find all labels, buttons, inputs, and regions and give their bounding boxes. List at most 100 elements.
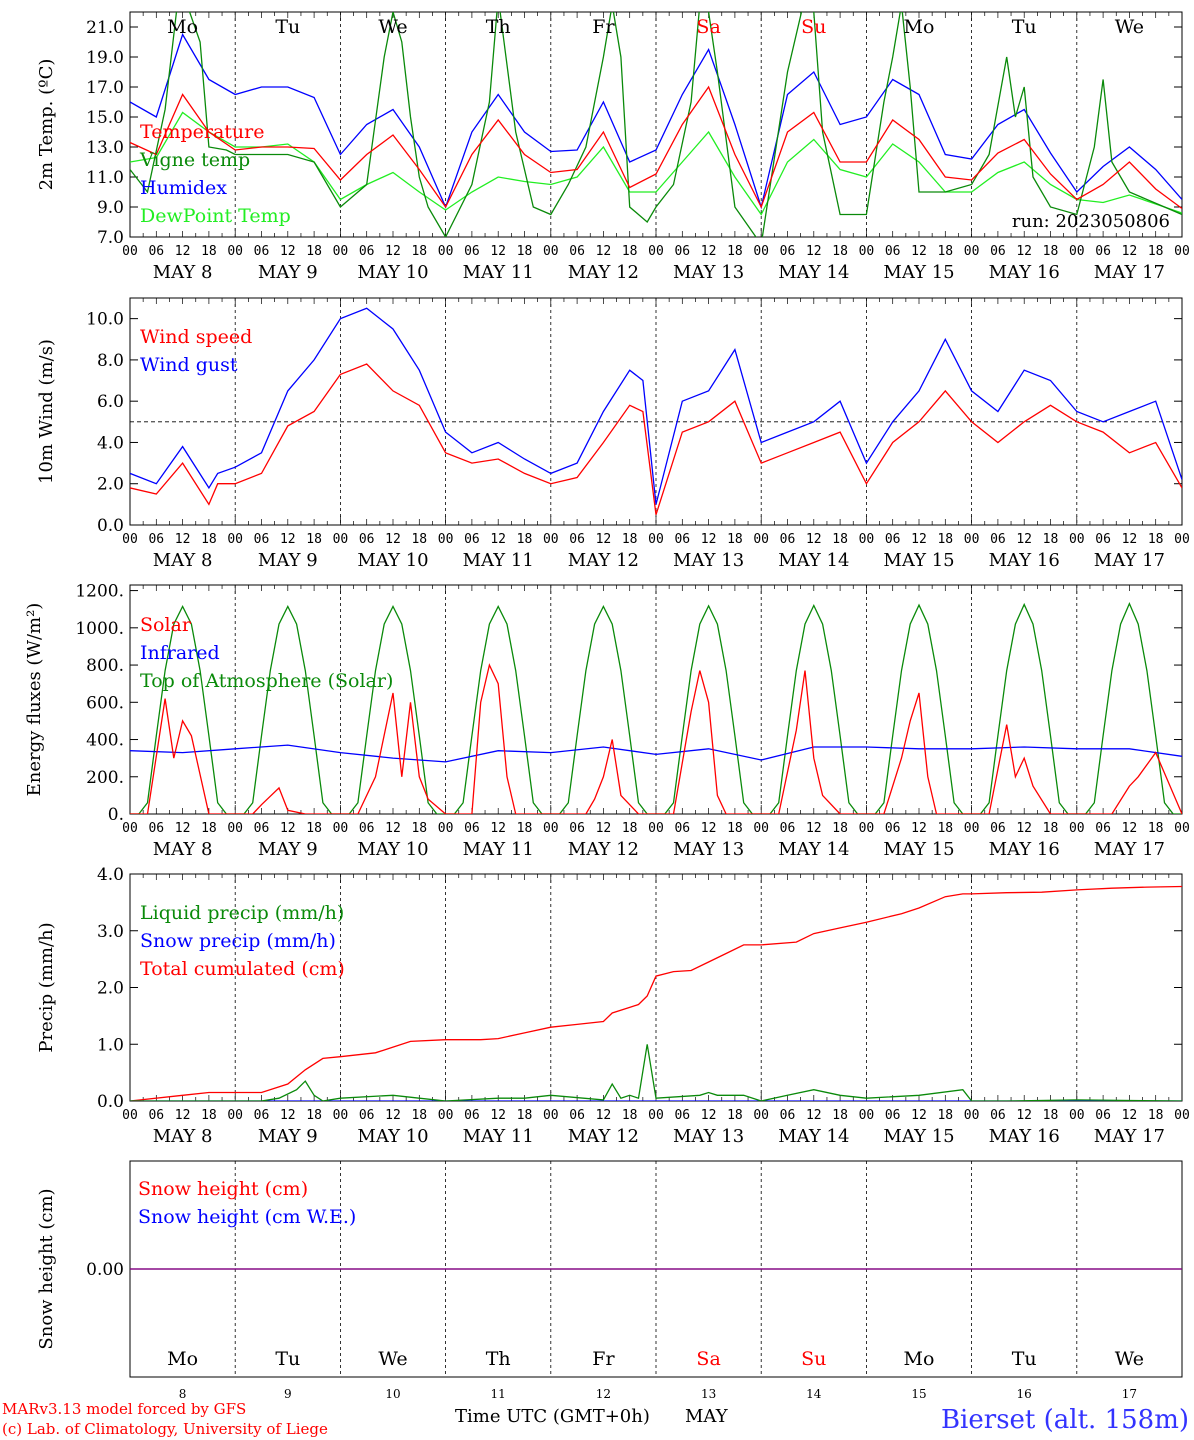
series-line-humidex	[130, 32, 1182, 210]
day-number-label: 11	[491, 1387, 506, 1401]
y-tick-label: 0.0	[97, 1092, 124, 1112]
hour-tick-label: 18	[411, 244, 427, 259]
hour-tick-label: 18	[517, 532, 533, 547]
series-line-vigne-temp	[130, 12, 1182, 237]
y-axis-title: Precip (mm/h)	[36, 922, 57, 1052]
footer-model-text: MARv3.13 model forced by GFS	[2, 1400, 246, 1418]
series-line-total-cumulated-cm-	[130, 885, 1182, 1101]
hour-tick-label: 00	[1069, 821, 1085, 836]
chart-panel-radiation: 0. 200. 400. 600. 800. 1000. 1200. Energy fluxe…	[24, 582, 1190, 860]
hour-tick-label: 18	[832, 821, 848, 836]
hour-tick-label: 06	[464, 244, 480, 259]
hour-tick-label: 00	[1174, 821, 1190, 836]
hour-tick-label: 12	[1016, 244, 1032, 259]
hour-tick-label: 12	[806, 532, 822, 547]
hour-tick-label: 06	[885, 821, 901, 836]
hour-tick-label: 06	[990, 244, 1006, 259]
day-number-label: 16	[1017, 1387, 1032, 1401]
hour-tick-label: 18	[517, 244, 533, 259]
hour-tick-label: 18	[1043, 244, 1059, 259]
day-of-week-label: Tu	[1012, 16, 1037, 38]
hour-tick-label: 12	[490, 821, 506, 836]
hour-tick-label: 12	[175, 1108, 191, 1123]
date-label: MAY 12	[568, 839, 639, 860]
hour-tick-label: 00	[333, 821, 349, 836]
date-label: MAY 11	[463, 550, 534, 571]
hour-tick-label: 06	[569, 1108, 585, 1123]
hour-tick-label: 00	[1069, 532, 1085, 547]
hour-tick-label: 12	[911, 821, 927, 836]
date-label: MAY 8	[153, 550, 213, 571]
date-label: MAY 15	[883, 1126, 954, 1147]
hour-tick-label: 18	[727, 821, 743, 836]
hour-tick-label: 06	[1095, 244, 1111, 259]
hour-tick-label: 18	[306, 244, 322, 259]
hour-tick-label: 12	[701, 1108, 717, 1123]
hour-tick-label: 00	[753, 821, 769, 836]
y-tick-label: 1200.	[75, 582, 124, 602]
hour-tick-label: 00	[1174, 244, 1190, 259]
y-tick-label: 15.0	[86, 108, 124, 128]
hour-tick-label: 12	[385, 821, 401, 836]
hour-tick-label: 00	[859, 1108, 875, 1123]
footer: MARv3.13 model forced by GFS (c) Lab. of…	[2, 1400, 1189, 1438]
date-label: MAY 14	[778, 550, 849, 571]
hour-tick-label: 06	[569, 532, 585, 547]
legend-entry: Liquid precip (mm/h)	[140, 902, 344, 924]
hour-tick-label: 18	[1148, 532, 1164, 547]
series-group	[130, 885, 1182, 1101]
hour-tick-label: 12	[490, 244, 506, 259]
hour-tick-label: 06	[885, 532, 901, 547]
y-tick-label: 6.0	[97, 392, 124, 412]
y-tick-label: 21.0	[86, 18, 124, 38]
chart-panel-snow: 0.00 Snow height (cm) Snow height (cm) Snow…	[36, 1160, 1183, 1401]
day-of-week-label: We	[378, 16, 407, 38]
hour-tick-label: 12	[701, 532, 717, 547]
y-tick-label: 3.0	[97, 922, 124, 942]
y-tick-label: 11.0	[86, 168, 124, 188]
day-of-week-label: We	[1115, 16, 1144, 38]
hour-tick-label: 18	[411, 1108, 427, 1123]
hour-tick-label: 12	[490, 532, 506, 547]
date-label: MAY 17	[1094, 839, 1165, 860]
hour-tick-label: 18	[1043, 532, 1059, 547]
date-label: MAY 16	[989, 1126, 1060, 1147]
hour-tick-label: 06	[674, 532, 690, 547]
hour-tick-label: 06	[674, 821, 690, 836]
day-number-label: 12	[596, 1387, 611, 1401]
hour-tick-label: 00	[122, 821, 138, 836]
hour-tick-label: 00	[753, 1108, 769, 1123]
hour-tick-label: 00	[438, 532, 454, 547]
legend-entry: Snow height (cm W.E.)	[138, 1206, 356, 1228]
station-label: Bierset (alt. 158m)	[941, 1405, 1189, 1435]
date-label: MAY 11	[463, 262, 534, 283]
y-tick-label: 17.0	[86, 78, 124, 98]
hour-tick-label: 18	[1148, 244, 1164, 259]
hour-tick-label: 18	[306, 532, 322, 547]
hour-tick-label: 06	[1095, 821, 1111, 836]
hour-tick-label: 12	[806, 244, 822, 259]
hour-tick-label: 18	[727, 244, 743, 259]
hour-tick-label: 12	[175, 244, 191, 259]
hour-tick-label: 00	[859, 244, 875, 259]
hour-tick-label: 00	[438, 1108, 454, 1123]
day-number-label: 10	[385, 1387, 400, 1401]
hour-tick-label: 00	[648, 532, 664, 547]
chart-panel-wind: 0.0 2.0 4.0 6.0 8.0 10.0 10m Wind (m/s) Wind sp…	[36, 297, 1190, 571]
date-label: MAY 11	[463, 839, 534, 860]
hour-tick-label: 00	[227, 532, 243, 547]
hour-tick-label: 00	[648, 1108, 664, 1123]
date-label: MAY 10	[357, 839, 428, 860]
date-label: MAY 10	[357, 550, 428, 571]
hour-tick-label: 00	[1069, 244, 1085, 259]
hour-tick-label: 18	[306, 821, 322, 836]
hour-tick-label: 06	[254, 1108, 270, 1123]
hour-tick-label: 18	[201, 1108, 217, 1123]
date-label: MAY 9	[258, 550, 318, 571]
series-line-top-of-atmosphere-solar-	[130, 601, 1182, 814]
hour-tick-label: 06	[148, 821, 164, 836]
hour-tick-label: 18	[201, 821, 217, 836]
hour-tick-label: 12	[1122, 244, 1138, 259]
y-axis-title: 10m Wind (m/s)	[36, 339, 57, 484]
